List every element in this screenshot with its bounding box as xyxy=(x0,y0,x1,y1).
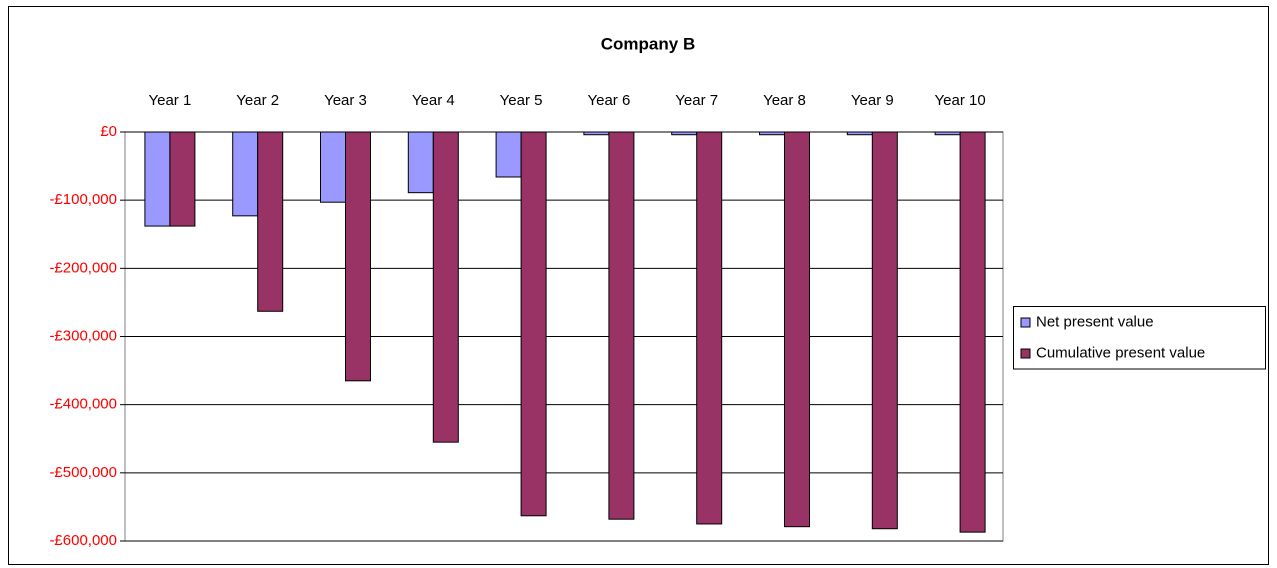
chart-title: Company B xyxy=(601,34,695,53)
y-tick-label: -£400,000 xyxy=(49,396,117,413)
bar xyxy=(232,131,259,217)
x-tick-label: Year 5 xyxy=(500,92,543,109)
y-tick-label: -£600,000 xyxy=(49,532,117,549)
bar xyxy=(169,131,196,227)
legend-swatch xyxy=(1020,317,1031,328)
bar xyxy=(696,131,723,525)
bar xyxy=(959,131,986,533)
x-tick-label: Year 7 xyxy=(675,92,718,109)
bar xyxy=(320,131,346,203)
bar xyxy=(407,131,434,194)
bar xyxy=(495,131,522,178)
y-tick-label: -£200,000 xyxy=(49,259,117,276)
x-tick-label: Year 10 xyxy=(935,92,986,109)
x-tick-label: Year 1 xyxy=(148,92,191,109)
legend-box xyxy=(1013,306,1266,370)
y-tick-label: -£300,000 xyxy=(49,327,117,344)
legend-swatch xyxy=(1020,348,1031,359)
x-tick-label: Year 6 xyxy=(587,92,630,109)
bar xyxy=(608,131,635,520)
y-tick-label: £0 xyxy=(100,123,117,140)
bar xyxy=(871,131,898,530)
bar xyxy=(520,131,547,517)
legend-label: Cumulative present value xyxy=(1036,344,1205,361)
legend-label: Net present value xyxy=(1036,313,1154,330)
x-tick-label: Year 3 xyxy=(324,92,367,109)
bar xyxy=(432,131,459,443)
x-tick-label: Year 2 xyxy=(236,92,279,109)
bar xyxy=(144,131,171,227)
bar xyxy=(784,131,810,528)
x-tick-label: Year 9 xyxy=(851,92,894,109)
x-tick-label: Year 8 xyxy=(763,92,806,109)
x-tick-label: Year 4 xyxy=(412,92,455,109)
y-tick-label: -£100,000 xyxy=(49,191,117,208)
y-tick-label: -£500,000 xyxy=(49,464,117,481)
bar xyxy=(345,131,371,382)
bar xyxy=(257,131,284,312)
